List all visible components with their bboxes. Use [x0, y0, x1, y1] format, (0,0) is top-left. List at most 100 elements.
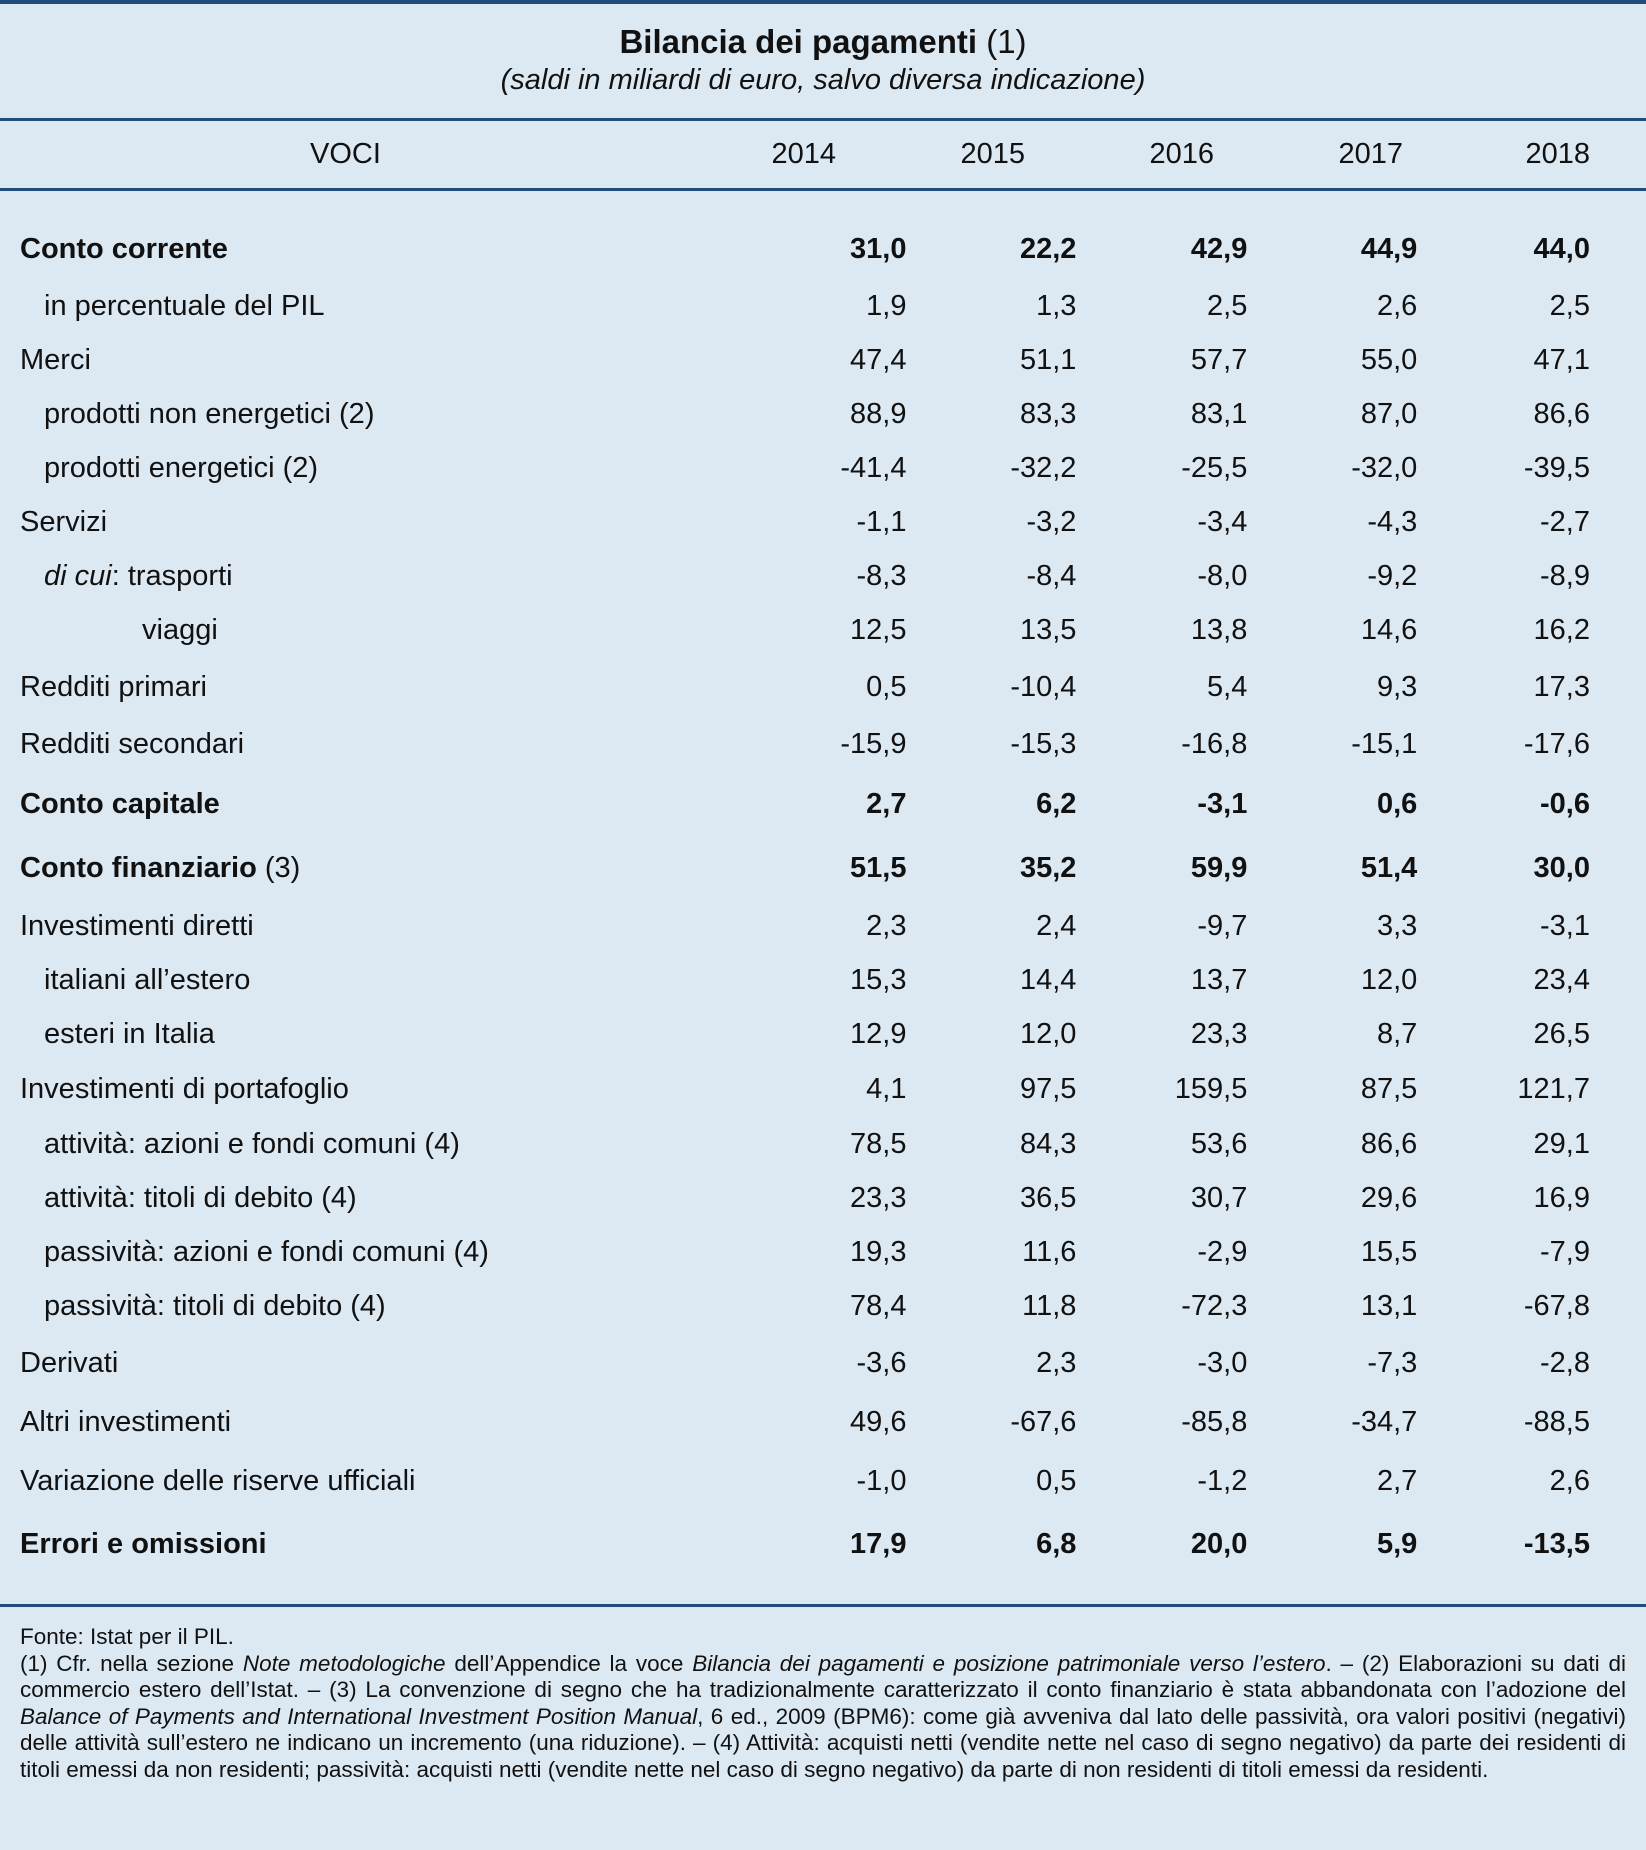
header-year-2014: 2014	[771, 138, 836, 170]
value-cell: -15,9	[840, 728, 907, 760]
value-cell: 49,6	[850, 1406, 907, 1438]
value-cell: -8,0	[1197, 560, 1248, 592]
value-cell: -34,7	[1351, 1406, 1418, 1438]
header-year-2017: 2017	[1338, 138, 1403, 170]
value-cell: -10,4	[1010, 671, 1077, 703]
value-cell: -7,9	[1540, 1236, 1590, 1268]
value-cell: 15,3	[850, 964, 907, 996]
value-cell: -3,4	[1197, 506, 1248, 538]
value-cell: -9,2	[1367, 560, 1418, 592]
table-subtitle: (saldi in miliardi di euro, salvo divers…	[500, 64, 1146, 96]
table-row: Variazione delle riserve ufficiali -1,0 …	[0, 1451, 1646, 1511]
table-row: Conto capitale 2,7 6,2 -3,1 0,6 -0,6	[0, 771, 1646, 837]
table-row: esteri in Italia 12,9 12,0 23,3 8,7 26,5	[0, 1007, 1646, 1061]
table-row: attività: titoli di debito (4) 23,3 36,5…	[0, 1171, 1646, 1225]
value-cell: -15,3	[1010, 728, 1077, 760]
value-cell: 19,3	[850, 1236, 907, 1268]
value-cell: 0,6	[1376, 788, 1418, 820]
header-voci: VOCI	[310, 138, 381, 170]
value-cell: 57,7	[1190, 344, 1248, 376]
value-cell: 86,6	[1360, 1128, 1418, 1160]
value-cell: -1,2	[1197, 1465, 1248, 1497]
row-label: viaggi	[142, 614, 218, 646]
table-row: Conto finanziario (3) 51,5 35,2 59,9 51,…	[0, 837, 1646, 899]
row-label: prodotti energetici (2)	[44, 452, 319, 484]
value-cell: 11,8	[1022, 1290, 1077, 1322]
value-cell: 44,9	[1360, 233, 1418, 265]
value-cell: 87,5	[1360, 1073, 1418, 1105]
value-cell: -16,8	[1181, 728, 1248, 760]
value-cell: 17,3	[1533, 671, 1590, 703]
value-cell: 29,6	[1360, 1182, 1418, 1214]
value-cell: 30,7	[1190, 1182, 1248, 1214]
value-cell: 83,3	[1019, 398, 1077, 430]
methodology-notes: (1) Cfr. nella sezione Note metodologich…	[20, 1650, 1626, 1782]
value-cell: 1,9	[866, 290, 907, 322]
value-cell: -13,5	[1523, 1528, 1590, 1560]
value-cell: -3,0	[1197, 1347, 1248, 1379]
value-cell: 12,9	[850, 1018, 907, 1050]
table-row: Errori e omissioni 17,9 6,8 20,0 5,9 -13…	[0, 1511, 1646, 1577]
column-header: VOCI 2014 2015 2016 2017 2018	[0, 124, 1646, 188]
row-label: Merci	[20, 344, 91, 376]
row-label: di cui: trasporti	[44, 560, 233, 592]
value-cell: -85,8	[1181, 1406, 1248, 1438]
source-note: Fonte: Istat per il PIL.	[20, 1624, 234, 1649]
value-cell: 5,4	[1207, 671, 1248, 703]
value-cell: -1,1	[856, 506, 907, 538]
data-table: Conto corrente 31,0 22,2 42,9 44,9 44,0 …	[0, 219, 1646, 1577]
value-cell: 23,3	[1190, 1018, 1248, 1050]
value-cell: 13,7	[1190, 964, 1248, 996]
table-row: Conto corrente 31,0 22,2 42,9 44,9 44,0	[0, 219, 1646, 279]
value-cell: 2,3	[866, 910, 907, 942]
value-cell: 29,1	[1533, 1128, 1590, 1160]
row-label: Servizi	[20, 506, 108, 538]
value-cell: 17,9	[850, 1528, 907, 1560]
row-label: Errori e omissioni	[20, 1528, 267, 1560]
row-label: Investimenti di portafoglio	[20, 1073, 349, 1105]
row-label: italiani all’estero	[44, 964, 251, 996]
value-cell: 83,1	[1190, 398, 1248, 430]
row-label: prodotti non energetici (2)	[44, 398, 375, 430]
row-label: Conto corrente	[20, 233, 228, 265]
table-row: viaggi 12,5 13,5 13,8 14,6 16,2	[0, 603, 1646, 657]
value-cell: 15,5	[1360, 1236, 1418, 1268]
value-cell: 31,0	[850, 233, 907, 265]
value-cell: 47,1	[1533, 344, 1590, 376]
value-cell: 13,8	[1190, 614, 1248, 646]
row-label: Conto finanziario (3)	[20, 852, 301, 884]
value-cell: 2,6	[1376, 290, 1418, 322]
value-cell: 47,4	[850, 344, 907, 376]
row-label: Redditi primari	[20, 671, 207, 703]
value-cell: 84,3	[1019, 1128, 1077, 1160]
row-label: Altri investimenti	[20, 1406, 232, 1438]
row-label: in percentuale del PIL	[44, 290, 325, 322]
table-row: Merci 47,4 51,1 57,7 55,0 47,1	[0, 333, 1646, 387]
table-row: Investimenti di portafoglio 4,1 97,5 159…	[0, 1061, 1646, 1117]
table-row: Altri investimenti 49,6 -67,6 -85,8 -34,…	[0, 1393, 1646, 1451]
value-cell: 2,5	[1207, 290, 1248, 322]
value-cell: -9,7	[1197, 910, 1248, 942]
value-cell: 0,5	[866, 671, 907, 703]
value-cell: 2,6	[1549, 1465, 1590, 1497]
value-cell: 12,0	[1360, 964, 1418, 996]
table-row: Redditi secondari -15,9 -15,3 -16,8 -15,…	[0, 717, 1646, 771]
value-cell: 11,6	[1022, 1236, 1077, 1268]
value-cell: 51,1	[1019, 344, 1077, 376]
header-top-rule	[0, 118, 1646, 121]
value-cell: 1,3	[1036, 290, 1077, 322]
value-cell: 6,2	[1036, 788, 1077, 820]
value-cell: -4,3	[1367, 506, 1418, 538]
value-cell: -3,1	[1540, 910, 1590, 942]
header-year-2016: 2016	[1149, 138, 1214, 170]
row-label: Variazione delle riserve ufficiali	[20, 1465, 416, 1497]
value-cell: -39,5	[1523, 452, 1590, 484]
table-row: prodotti energetici (2) -41,4 -32,2 -25,…	[0, 441, 1646, 495]
table-row: Derivati -3,6 2,3 -3,0 -7,3 -2,8	[0, 1333, 1646, 1393]
table-row: di cui: trasporti -8,3 -8,4 -8,0 -9,2 -8…	[0, 549, 1646, 603]
value-cell: -7,3	[1367, 1347, 1418, 1379]
value-cell: 2,7	[1376, 1465, 1418, 1497]
table-row: passività: titoli di debito (4) 78,4 11,…	[0, 1279, 1646, 1333]
value-cell: 6,8	[1036, 1528, 1077, 1560]
value-cell: 14,6	[1360, 614, 1418, 646]
